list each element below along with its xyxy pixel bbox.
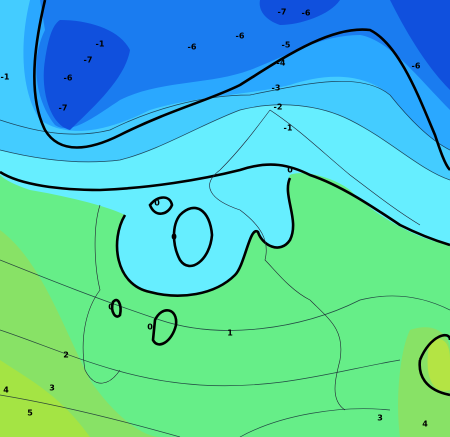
contour-label: 3: [49, 384, 55, 393]
thick-contour: [33, 0, 450, 171]
contour-label: -4: [277, 59, 286, 68]
thick-contour: [0, 163, 450, 247]
thick-contour: [172, 206, 214, 268]
contour: [239, 408, 391, 437]
contour: [0, 329, 401, 387]
contour-label: -3: [272, 84, 281, 93]
warm-zone: [427, 338, 450, 391]
contour-labels: -7 -6-6-6 -5-4-3-2-10-1-7-6-7-6-1000012345…: [1, 8, 429, 429]
coastline: [82, 204, 121, 384]
contour-label: 5: [27, 409, 33, 418]
contour-label: 3: [377, 414, 383, 423]
contour: [0, 80, 450, 151]
thick-contour: [110, 298, 122, 318]
contour-label: 0: [108, 303, 114, 312]
contour-label: 0: [147, 323, 153, 332]
thick-contour: [418, 334, 450, 397]
cold-core: [259, 0, 340, 25]
contour-label: -7: [278, 8, 287, 17]
cold-core: [43, 20, 130, 130]
contour-label: 0: [154, 199, 160, 208]
contour-label: 0: [171, 233, 177, 242]
contour: [0, 259, 450, 331]
contour-label: -2: [274, 103, 283, 112]
contour: [0, 104, 450, 181]
contour-label: -1: [96, 40, 105, 49]
contour-label: 4: [3, 386, 9, 395]
thick-contour: [148, 196, 174, 215]
contour-label: -7: [84, 56, 93, 65]
contour-label: -6: [188, 43, 197, 52]
thick-contour: [151, 309, 178, 346]
contour-label: -7: [59, 104, 68, 113]
contour-label: -1: [1, 73, 10, 82]
contour-label: 0: [287, 166, 293, 175]
contour-label: -1: [284, 124, 293, 133]
warm-zone: [0, 360, 90, 437]
contour-label: -6: [412, 62, 421, 71]
thick-contour: [115, 177, 295, 297]
warm-zone: [0, 230, 160, 437]
contour-label: 2: [63, 351, 69, 360]
contour-label: -6: [236, 32, 245, 41]
contour-label: -6: [302, 9, 311, 18]
coastline: [209, 109, 421, 411]
contour: [0, 394, 181, 437]
cold-core: [390, 0, 450, 90]
contour-label: -5: [282, 41, 291, 50]
contour-label: 4: [422, 420, 428, 429]
contour-label: 1: [227, 329, 233, 338]
contour-label: -6: [64, 74, 73, 83]
